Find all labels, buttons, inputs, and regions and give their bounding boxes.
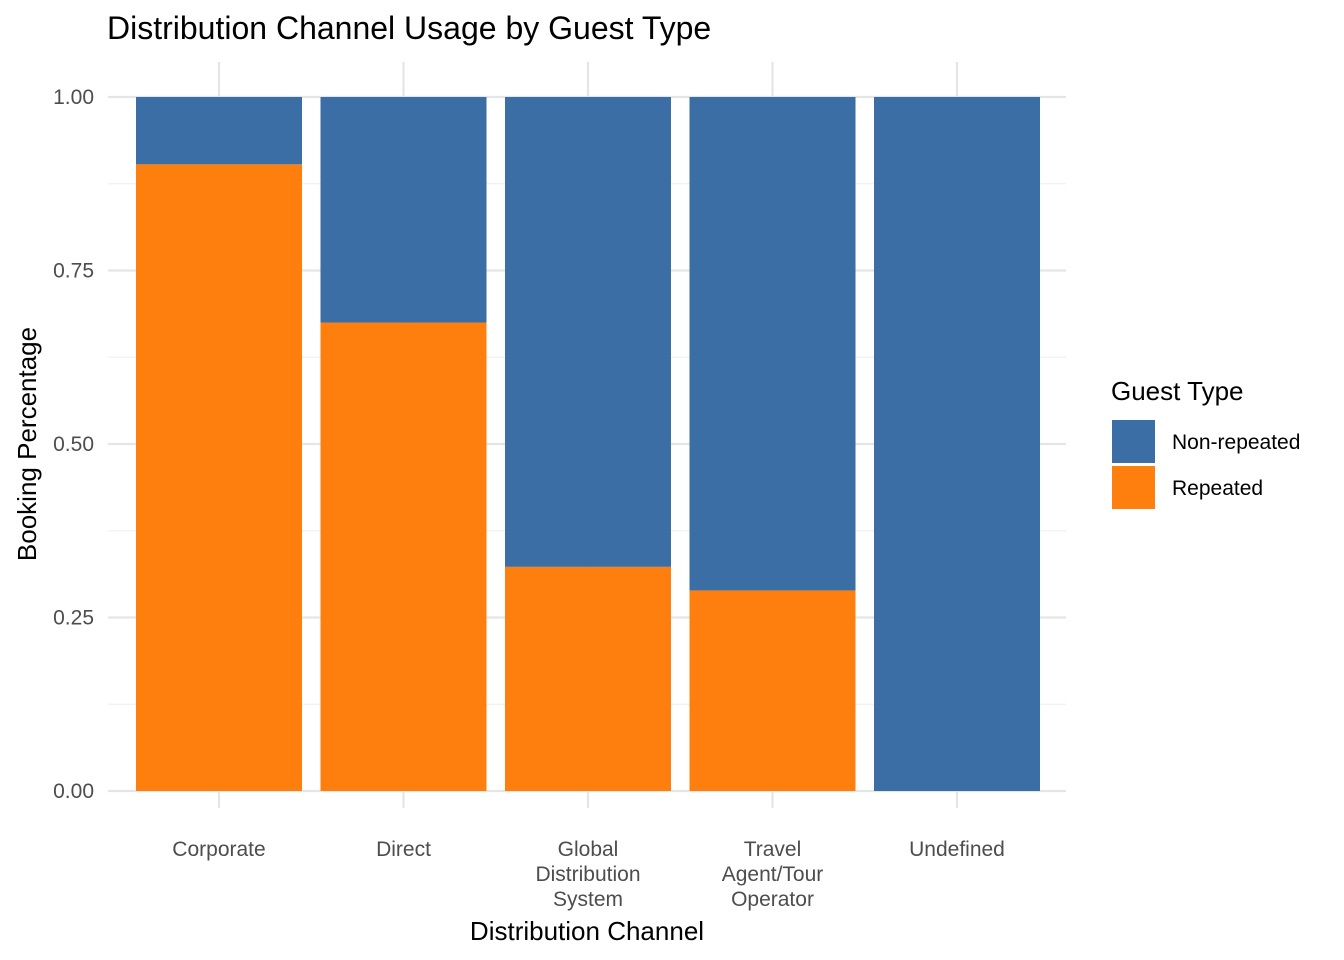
legend-entries: Non-repeated Repeated: [1112, 420, 1300, 509]
y-axis-title: Booking Percentage: [12, 327, 42, 561]
bars: [136, 97, 1040, 791]
x-tick-label: Travel Agent/Tour Operator: [722, 838, 824, 911]
legend-swatch-repeated: [1112, 466, 1155, 509]
x-tick-label: Corporate: [172, 838, 265, 861]
x-axis-title: Distribution Channel: [470, 916, 704, 946]
bar-non-repeated-1: [320, 97, 487, 323]
y-tick-label: 1.00: [53, 86, 94, 109]
legend-swatch-non-repeated: [1112, 420, 1155, 463]
legend-title: Guest Type: [1111, 376, 1244, 406]
bar-non-repeated-3: [689, 97, 856, 591]
legend-label: Non-repeated: [1172, 431, 1300, 454]
y-tick-label: 0.25: [53, 607, 94, 630]
chart-title: Distribution Channel Usage by Guest Type: [107, 10, 711, 46]
legend: Guest Type Non-repeated Repeated: [1111, 376, 1300, 509]
bar-non-repeated-2: [505, 97, 671, 567]
x-tick-label: Direct: [376, 838, 431, 861]
bar-repeated-1: [320, 322, 487, 791]
legend-label: Repeated: [1172, 477, 1263, 500]
bar-non-repeated-0: [136, 97, 302, 165]
bar-repeated-3: [689, 590, 856, 791]
bar-repeated-2: [505, 566, 671, 791]
x-axis-ticks: Corporate Direct Global Distribution System T…: [172, 838, 1005, 911]
y-tick-label: 0.50: [53, 433, 94, 456]
bar-repeated-0: [136, 164, 302, 791]
y-axis-ticks: 0.00 0.25 0.50 0.75 1.00: [53, 86, 94, 803]
bar-non-repeated-4: [874, 97, 1040, 791]
x-tick-label: Undefined: [909, 838, 1005, 861]
y-tick-label: 0.00: [53, 780, 94, 803]
x-tick-label: Global Distribution System: [535, 838, 640, 911]
y-tick-label: 0.75: [53, 260, 94, 283]
